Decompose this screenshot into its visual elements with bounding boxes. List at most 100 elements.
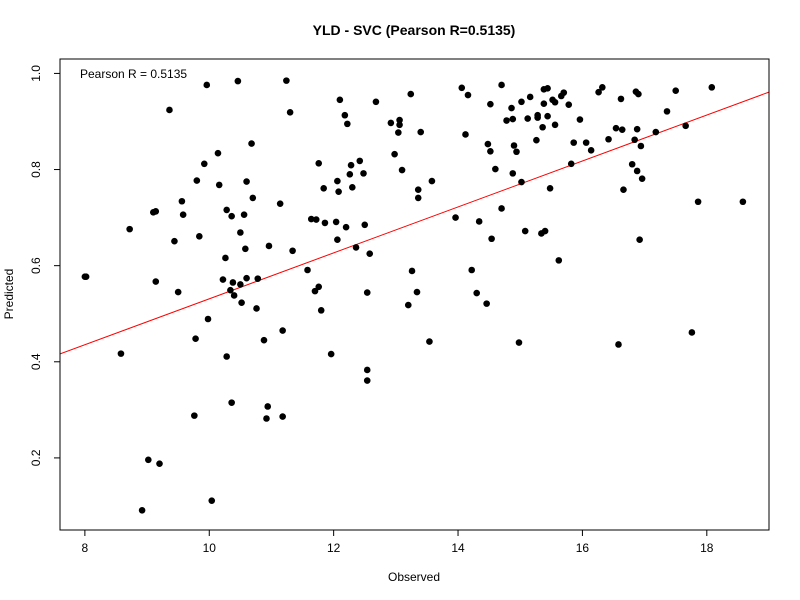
data-point	[672, 87, 680, 95]
data-point	[237, 281, 244, 288]
data-point	[253, 305, 260, 312]
data-point	[228, 399, 235, 406]
data-point	[334, 177, 341, 185]
data-point	[204, 315, 212, 323]
data-point	[546, 184, 554, 192]
chart-title: YLD - SVC (Pearson R=0.5135)	[313, 22, 516, 38]
data-point	[152, 278, 160, 285]
data-point	[652, 128, 660, 136]
data-point	[615, 341, 622, 348]
data-point	[193, 177, 201, 184]
data-point	[513, 148, 520, 156]
data-point	[117, 350, 125, 357]
data-point	[336, 96, 344, 104]
data-point	[332, 218, 340, 226]
data-point	[605, 135, 612, 143]
x-axis: 8 10 12 14 16 18	[82, 529, 714, 555]
data-point	[228, 212, 235, 220]
data-point	[138, 506, 146, 514]
data-point	[570, 139, 578, 146]
data-point	[475, 218, 483, 225]
data-point	[582, 139, 590, 146]
data-point	[483, 300, 490, 307]
data-point	[539, 123, 546, 131]
data-point	[492, 165, 499, 173]
data-point	[452, 214, 459, 221]
data-points	[81, 77, 747, 514]
data-point	[565, 101, 573, 108]
data-point	[551, 98, 559, 106]
data-point	[279, 327, 286, 334]
y-tick-label: 0.2	[29, 449, 43, 466]
data-point	[317, 307, 325, 314]
data-point	[509, 170, 517, 177]
data-point	[243, 178, 250, 185]
data-point	[526, 93, 534, 101]
data-point	[521, 227, 529, 235]
data-point	[638, 175, 646, 182]
data-point	[238, 299, 245, 306]
data-point	[346, 171, 354, 178]
data-point	[426, 338, 433, 345]
data-point	[347, 161, 355, 169]
data-point	[156, 460, 163, 467]
data-point	[518, 98, 525, 106]
y-tick-label: 0.4	[29, 353, 43, 370]
data-point	[315, 283, 323, 291]
data-point	[739, 198, 747, 206]
data-point	[166, 106, 173, 114]
data-point	[174, 288, 182, 296]
data-point	[249, 194, 257, 202]
x-tick-label: 10	[203, 541, 217, 555]
data-point	[240, 211, 248, 219]
data-point	[631, 136, 638, 144]
data-point	[279, 413, 286, 420]
data-point	[551, 121, 559, 129]
data-point	[260, 336, 268, 344]
data-point	[688, 329, 696, 336]
y-tick-label: 0.6	[29, 257, 43, 274]
data-point	[464, 91, 472, 99]
data-point	[227, 286, 234, 294]
data-point	[487, 100, 494, 108]
x-axis-label: Observed	[388, 570, 440, 584]
data-point	[361, 221, 369, 229]
data-point	[344, 120, 351, 128]
data-point	[286, 109, 294, 116]
data-point	[304, 266, 311, 274]
data-point	[320, 184, 327, 192]
data-point	[595, 88, 602, 96]
data-point	[254, 275, 262, 282]
plot-area-frame	[59, 58, 770, 531]
data-point	[349, 184, 356, 191]
data-point	[352, 244, 360, 251]
data-point	[366, 250, 374, 257]
data-point	[248, 140, 255, 147]
x-tick-label: 16	[576, 541, 590, 555]
data-point	[628, 160, 636, 168]
pearson-annotation: Pearson R = 0.5135	[80, 67, 187, 81]
data-point	[473, 289, 480, 297]
data-point	[263, 415, 270, 422]
data-point	[321, 219, 329, 227]
data-point	[533, 136, 540, 144]
data-point	[396, 121, 403, 129]
data-point	[541, 227, 549, 235]
data-point	[498, 205, 505, 212]
data-point	[179, 211, 187, 219]
data-point	[152, 208, 160, 215]
data-point	[618, 126, 626, 133]
data-point	[200, 160, 208, 168]
data-point	[567, 160, 575, 168]
data-point	[414, 194, 422, 202]
data-point	[219, 276, 227, 283]
data-point	[208, 497, 216, 504]
data-point	[708, 84, 716, 91]
data-point	[242, 245, 249, 253]
data-point	[283, 77, 290, 84]
data-point	[334, 236, 341, 244]
data-point	[327, 350, 335, 358]
data-point	[312, 216, 320, 223]
data-point	[428, 177, 436, 185]
